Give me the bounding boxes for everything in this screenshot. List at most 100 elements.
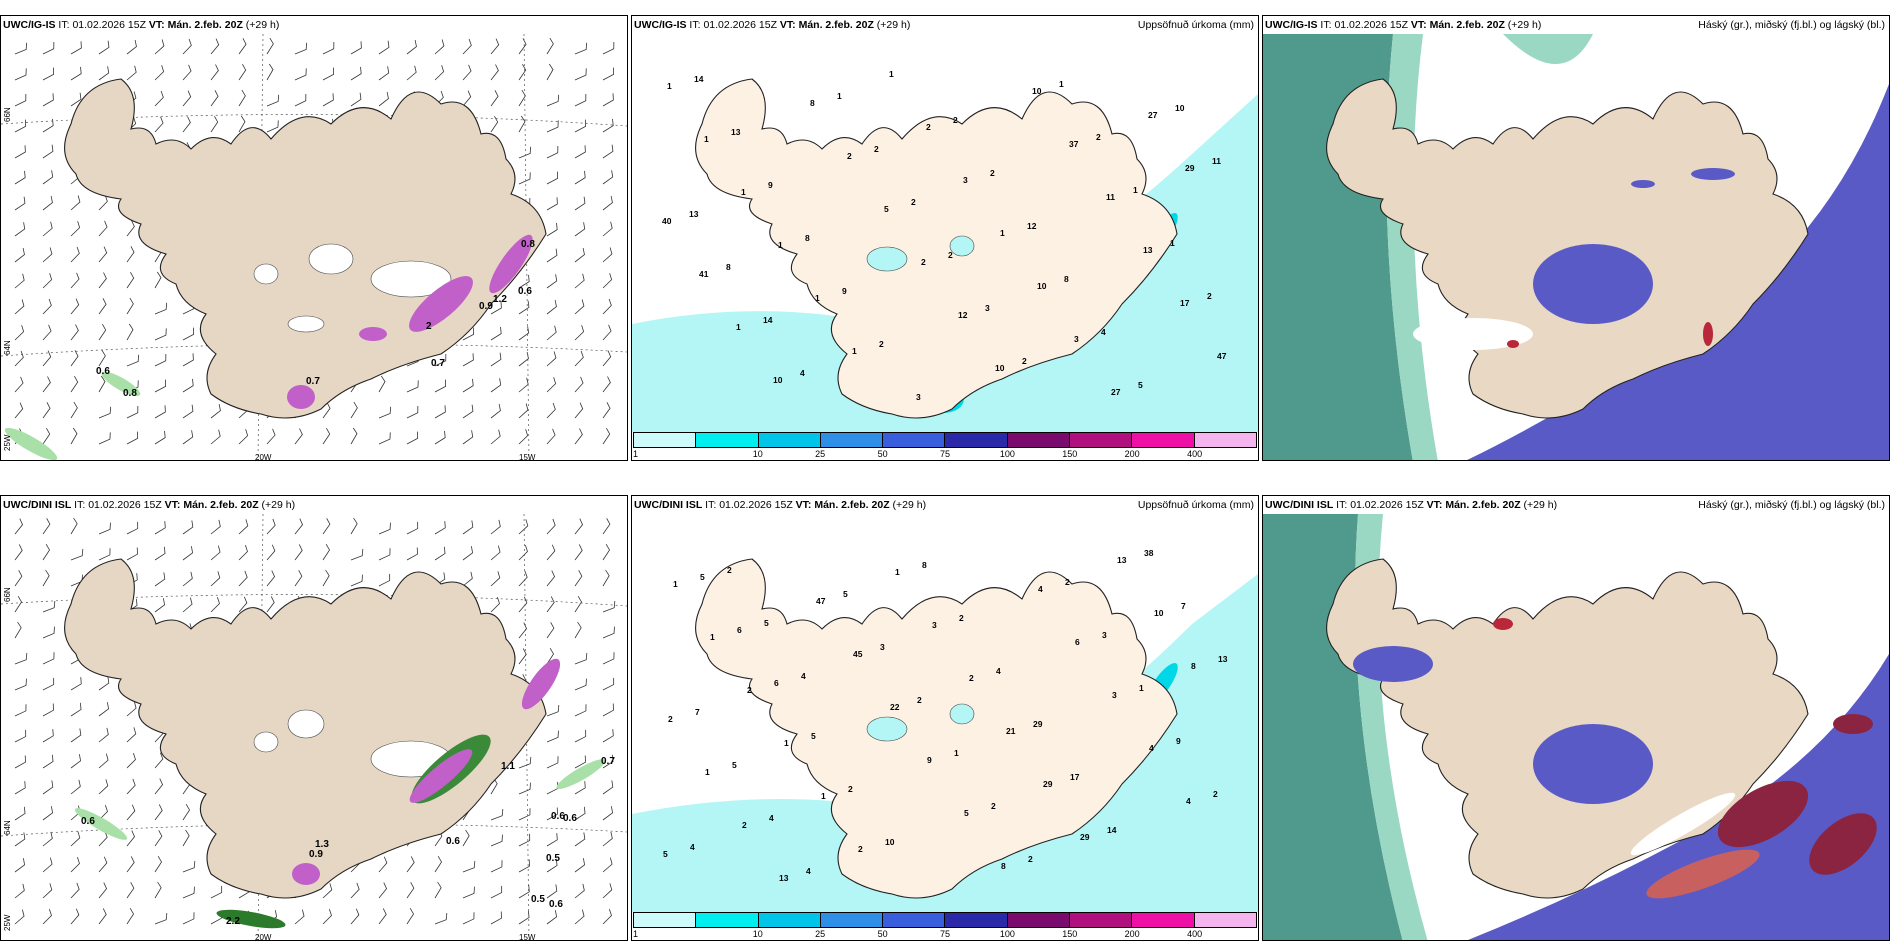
- precip-value-label: 3: [880, 642, 885, 652]
- wind-barb: [182, 90, 192, 107]
- wind-barb: [322, 543, 331, 561]
- wind-barb: [42, 221, 53, 237]
- precip-value-label: 9: [927, 755, 932, 765]
- legend-tick-label: 25: [815, 929, 826, 939]
- wind-barb: [210, 116, 219, 133]
- wind-barb: [154, 572, 166, 587]
- wind-barb: [42, 93, 54, 107]
- precip-value-label: 3: [916, 392, 921, 402]
- wind-barb: [266, 63, 274, 81]
- legend-tick-label: 50: [877, 449, 888, 459]
- wind-barb: [266, 37, 274, 55]
- wind-barb: [406, 856, 415, 873]
- wind-barb: [322, 402, 331, 419]
- precip-value-label: 29: [1033, 719, 1043, 729]
- wind-barb: [350, 574, 363, 587]
- wind-barb: [406, 907, 415, 925]
- wind-barb: [126, 354, 140, 367]
- wind-barb: [546, 544, 556, 561]
- wind-barb: [14, 832, 26, 847]
- wind-barb: [518, 351, 529, 367]
- precip-value-label: 1: [667, 81, 672, 91]
- wind-barb: [42, 569, 50, 587]
- cloud-map: [1263, 514, 1889, 940]
- wind-barb: [602, 754, 614, 769]
- wind-barb: [70, 831, 81, 847]
- legend-tick-label: 1: [633, 449, 639, 459]
- wind-barb: [574, 729, 587, 743]
- wind-barb: [294, 570, 303, 587]
- wind-barb: [490, 911, 502, 925]
- wind-barb: [70, 221, 81, 237]
- gust-label: 0.6: [446, 836, 460, 847]
- precip-value-label: 27: [1148, 110, 1158, 120]
- lat-label: 64N: [3, 340, 12, 355]
- wind-barb: [182, 38, 192, 55]
- precip-labels: 1111111231103272729404111082521210103711…: [662, 69, 1227, 402]
- wind-barb: [490, 116, 499, 133]
- wind-barb: [434, 855, 443, 873]
- wind-barb: [518, 172, 531, 185]
- precip-value-label: 4: [690, 842, 695, 852]
- wind-barb: [518, 808, 531, 821]
- wind-barb: [126, 856, 135, 873]
- precip-value-label: 2: [879, 339, 884, 349]
- init-time: 01.02.2026 15Z: [1350, 499, 1424, 511]
- wind-barb: [210, 90, 219, 107]
- precip-value-label: 4: [996, 666, 1001, 676]
- wind-barb: [378, 375, 386, 393]
- precip-value-label: 1: [705, 767, 710, 777]
- precip-value-label: 2: [1028, 854, 1033, 864]
- precip-legend: 1 10 25 50 75 100 150 200 400: [632, 912, 1258, 940]
- wind-barb: [182, 860, 196, 873]
- wind-barb: [434, 521, 446, 535]
- wind-barb: [602, 93, 614, 107]
- wind-barb: [182, 64, 192, 81]
- wind-barb: [182, 597, 193, 613]
- precip-value-label: 21: [1006, 726, 1016, 736]
- init-time: 01.02.2026 15Z: [72, 19, 146, 31]
- wind-barb: [70, 677, 82, 691]
- wind-barb: [462, 38, 472, 55]
- precip-value-label: 8: [1064, 274, 1069, 284]
- wind-barb: [238, 596, 248, 613]
- wind-barb: [14, 858, 26, 873]
- wind-barb: [126, 830, 136, 847]
- wind-barb: [546, 146, 559, 159]
- wind-barb: [602, 883, 613, 899]
- wind-barb: [42, 600, 56, 613]
- precip-value-label: 1: [704, 134, 709, 144]
- wind-barb: [602, 118, 614, 133]
- wind-barb: [490, 808, 504, 821]
- wind-barb: [518, 782, 531, 795]
- wind-barb: [602, 729, 614, 743]
- wind-barb: [70, 272, 80, 289]
- wind-barb: [574, 806, 586, 821]
- valid-time: Mán. 2.feb. 20Z: [183, 499, 259, 511]
- wind-barb: [98, 246, 108, 263]
- wind-barb: [266, 544, 276, 561]
- wind-barb: [154, 912, 168, 925]
- precip-value-label: 6: [737, 625, 742, 635]
- legend-color-swatch: [758, 913, 821, 927]
- precip-value-label: 4: [1038, 584, 1043, 594]
- wind-barb: [546, 402, 556, 419]
- wind-barb: [546, 704, 560, 717]
- wind-barb: [42, 780, 54, 795]
- wind-barb: [42, 298, 52, 315]
- wind-barb: [266, 596, 275, 613]
- legend-color-swatch: [1194, 433, 1256, 447]
- wind-barb: [462, 860, 476, 873]
- wind-barb: [98, 194, 108, 211]
- wind-barb: [294, 94, 307, 107]
- wind-barb: [42, 703, 54, 717]
- precip-value-label: 2: [1022, 356, 1027, 366]
- wind-barb: [154, 855, 163, 873]
- wind-barb: [210, 429, 221, 445]
- legend-tick-label: 10: [752, 449, 763, 459]
- wind-barb: [602, 402, 611, 419]
- precip-value-label: 2: [991, 801, 996, 811]
- wind-barb: [462, 353, 474, 367]
- precip-value-label: 1: [815, 293, 820, 303]
- wind-barb: [462, 886, 475, 899]
